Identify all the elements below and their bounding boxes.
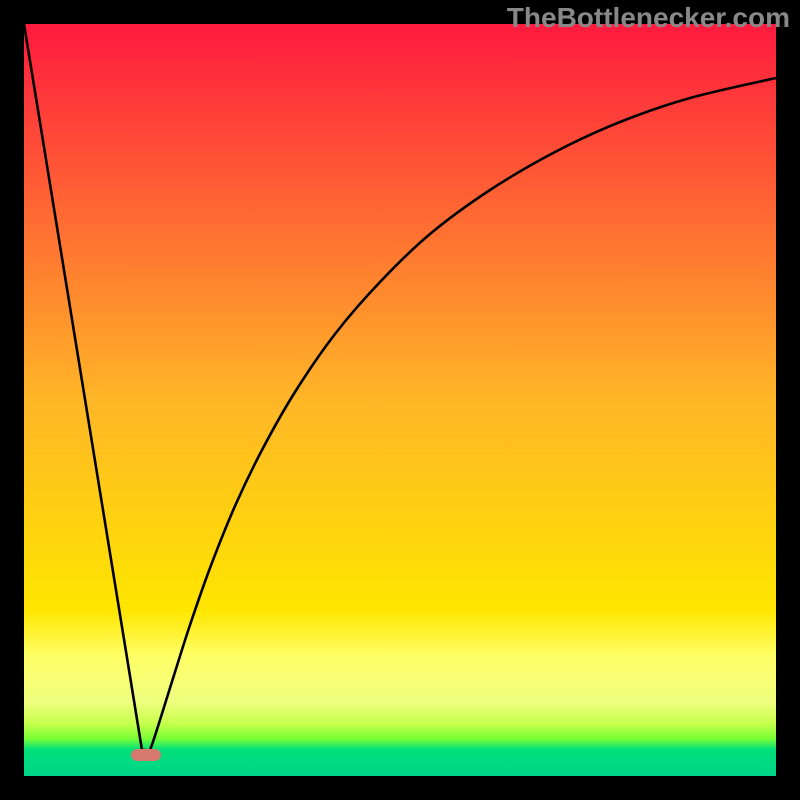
chart-svg — [0, 0, 800, 800]
optimal-marker — [131, 749, 161, 761]
plot-background — [24, 24, 776, 776]
chart-root: TheBottlenecker.com — [0, 0, 800, 800]
watermark-text: TheBottlenecker.com — [507, 2, 790, 34]
